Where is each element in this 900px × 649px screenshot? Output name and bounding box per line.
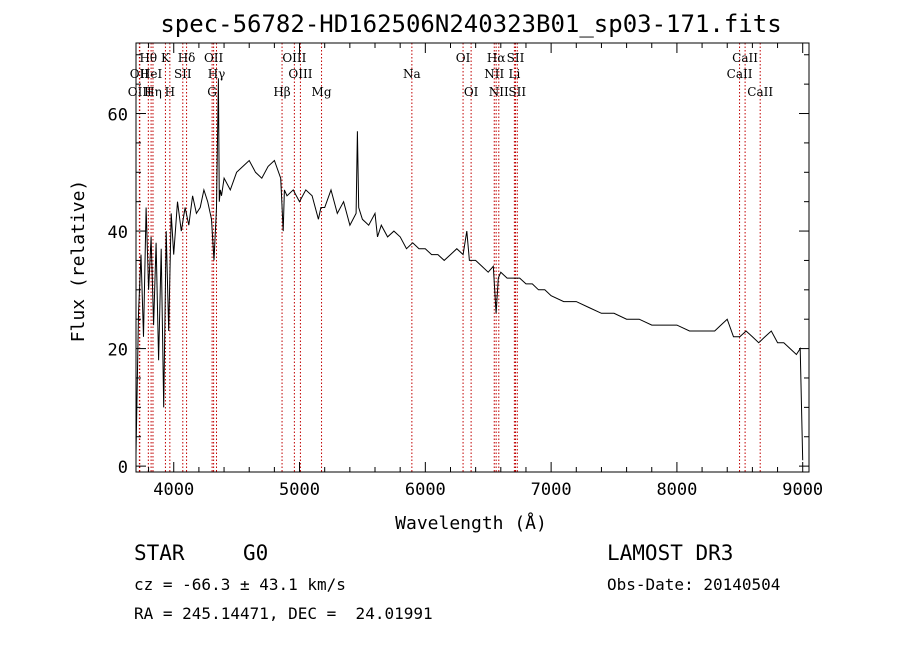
survey-label: LAMOST DR3: [607, 541, 734, 565]
emission-line-label: CaII: [747, 85, 773, 99]
emission-line-label: OIII: [282, 51, 306, 65]
y-tick-label: 20: [108, 341, 128, 361]
emission-line-label: Hγ: [208, 67, 226, 81]
emission-line-label: Mg: [312, 85, 332, 99]
emission-line-label: OII: [130, 67, 150, 81]
emission-line-label: CaII: [732, 51, 758, 65]
chart-title: spec-56782-HD162506N240323B01_sp03-171.f…: [160, 10, 781, 38]
emission-line-label: OIII: [128, 85, 152, 99]
emission-line-label: CaII: [727, 67, 753, 81]
emission-line-label: OI: [456, 51, 471, 65]
x-tick-label: 8000: [656, 480, 697, 500]
emission-line-label: H: [165, 85, 175, 99]
emission-line-label: Li: [508, 67, 520, 81]
emission-line-label: HeI: [140, 67, 163, 81]
emission-line-label: Hθ: [139, 51, 157, 65]
x-tick-label: 9000: [782, 480, 823, 500]
plot-frame: [135, 42, 810, 473]
y-axis-label: Flux (relative): [68, 180, 89, 343]
emission-line-label: OI: [464, 85, 479, 99]
y-tick-label: 60: [108, 106, 128, 126]
x-tick-label: 6000: [405, 480, 446, 500]
x-tick-label: 4000: [153, 480, 194, 500]
emission-line-label: Hα: [487, 51, 506, 65]
spectrum-line: [135, 78, 804, 461]
x-tick-label: 7000: [531, 480, 572, 500]
coordinates-line: RA = 245.14471, DEC = 24.01991: [134, 604, 433, 623]
x-tick-label: 5000: [279, 480, 320, 500]
emission-line-label: SII: [174, 67, 192, 81]
obs-date-line: Obs-Date: 20140504: [607, 575, 781, 594]
emission-line-label: OIII: [288, 67, 312, 81]
emission-line-label: NII: [489, 85, 509, 99]
emission-line-markers: [138, 43, 761, 472]
y-tick-label: 0: [118, 458, 128, 478]
emission-line-label: Hβ: [273, 85, 290, 99]
y-tick-label: 40: [108, 223, 128, 243]
emission-line-label: NII: [484, 67, 504, 81]
emission-line-label: SII: [508, 85, 526, 99]
emission-line-label: OII: [204, 51, 224, 65]
emission-line-label: G: [207, 85, 217, 99]
spectral-subclass: G0: [243, 541, 269, 565]
emission-line-label: Hδ: [178, 51, 196, 65]
axis-ticks: 4000 5000 6000 7000 8000 9000 0 20 40 60: [108, 43, 823, 500]
object-class: STAR: [134, 541, 185, 565]
emission-line-label: Na: [403, 67, 421, 81]
redshift-line: cz = -66.3 ± 43.1 km/s: [134, 575, 346, 594]
emission-line-label: K: [161, 51, 171, 65]
emission-line-label: SII: [507, 51, 525, 65]
x-axis-label: Wavelength (Å): [395, 512, 547, 534]
emission-line-label: Hη: [144, 85, 162, 99]
